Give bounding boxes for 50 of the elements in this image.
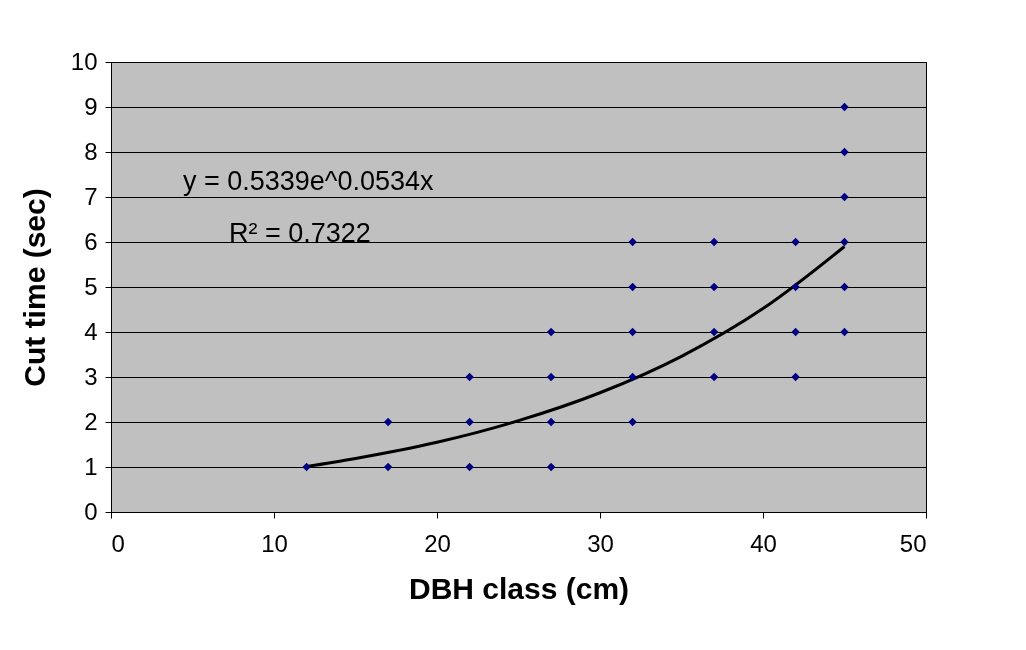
point — [840, 282, 849, 292]
point — [840, 147, 849, 157]
y-tick-label: 6 — [84, 227, 98, 255]
point — [628, 282, 637, 292]
x-tick-label: 50 — [899, 529, 927, 557]
point — [709, 372, 719, 382]
point — [546, 327, 556, 337]
point — [709, 282, 719, 292]
point — [709, 237, 719, 247]
y-tick-label: 1 — [84, 452, 98, 480]
annotation: R² = 0.7322 — [229, 218, 371, 248]
point — [791, 237, 800, 247]
point — [840, 237, 849, 247]
point — [791, 327, 800, 337]
point — [628, 327, 637, 337]
y-tick-label: 0 — [84, 497, 98, 525]
point — [546, 417, 556, 427]
point — [465, 417, 474, 427]
point — [791, 372, 800, 382]
x-tick-label: 40 — [750, 529, 777, 557]
point — [628, 237, 637, 247]
point — [840, 327, 849, 337]
point — [465, 372, 474, 382]
point — [546, 372, 556, 382]
y-axis-title: Cut time (sec) — [17, 188, 51, 387]
point — [791, 282, 800, 292]
y-tick-label: 5 — [84, 272, 98, 300]
y-tick-label: 10 — [70, 47, 98, 75]
point — [302, 462, 311, 472]
y-tick-label: 9 — [84, 92, 98, 120]
y-tick-label: 8 — [84, 137, 98, 165]
point — [546, 462, 556, 472]
x-axis-title: DBH class (cm) — [408, 571, 630, 605]
point — [383, 462, 393, 472]
point — [628, 417, 637, 427]
x-tick-label: 0 — [111, 529, 125, 557]
point — [840, 192, 849, 202]
y-tick-label: 2 — [84, 407, 98, 435]
x-tick-label: 10 — [261, 529, 288, 557]
point — [628, 372, 637, 382]
point — [465, 462, 474, 472]
y-tick-label: 3 — [84, 362, 98, 390]
y-tick-label: 7 — [84, 182, 98, 210]
x-tick-label: 30 — [587, 529, 614, 557]
point — [383, 417, 393, 427]
point — [709, 327, 719, 337]
x-tick-label: 20 — [424, 529, 451, 557]
y-tick-label: 4 — [84, 317, 98, 345]
annotation: y = 0.5339e^0.0534x — [183, 166, 435, 196]
point — [840, 102, 849, 112]
